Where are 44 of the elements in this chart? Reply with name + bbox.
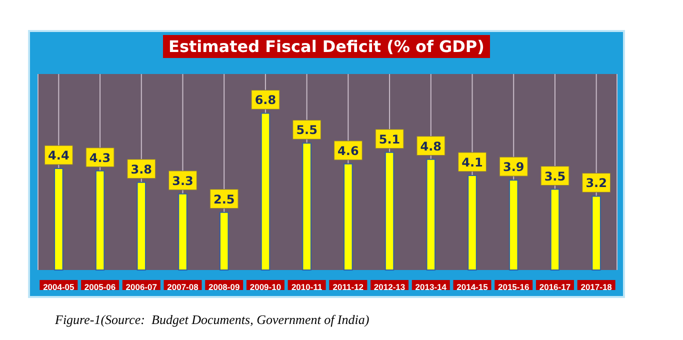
bar (592, 196, 601, 270)
data-label: 3.9 (502, 160, 524, 174)
data-label: 3.8 (130, 162, 152, 176)
bar (95, 170, 105, 270)
data-label: 2.5 (213, 192, 235, 206)
bar (178, 193, 188, 270)
data-label: 5.1 (378, 132, 400, 146)
x-tick-label: 2011-12 (332, 282, 364, 292)
bar (550, 188, 560, 270)
x-tick-label: 2012-13 (374, 282, 406, 292)
bar (260, 112, 270, 270)
bar (54, 168, 64, 270)
bar (219, 212, 229, 270)
x-tick-label: 2007-08 (167, 282, 199, 292)
bar (508, 180, 518, 270)
x-tick-label: 2013-14 (415, 282, 447, 292)
data-label: 3.5 (544, 169, 566, 184)
data-label: 3.3 (172, 174, 194, 188)
x-tick-label: 2016-17 (539, 282, 571, 292)
data-label: 4.3 (89, 150, 111, 165)
data-label: 4.1 (462, 155, 483, 170)
data-label: 4.4 (48, 148, 70, 163)
x-tick-label: 2004-05 (43, 282, 75, 292)
x-tick-label: 2015-16 (498, 282, 530, 292)
bar (302, 142, 312, 270)
x-tick-label: 2010-11 (291, 282, 322, 292)
x-tick-label: 2008-09 (208, 282, 240, 292)
x-tick-label: 2014-15 (456, 282, 488, 292)
bar (426, 158, 436, 270)
data-label: 6.8 (254, 93, 276, 108)
x-tick-label: 2017-18 (580, 282, 612, 292)
chart-title: Estimated Fiscal Deficit (% of GDP) (162, 35, 490, 58)
bar (344, 163, 353, 270)
text: Figure-1(Source: Budget Documents, Government of India) (55, 312, 370, 328)
bar (384, 152, 394, 270)
bar (468, 174, 477, 270)
bar (136, 182, 146, 270)
data-label: 5.5 (296, 123, 318, 138)
x-tick-label: 2006-07 (126, 282, 158, 292)
x-tick-label: 2005-06 (84, 282, 116, 292)
x-tick-label: 2009-10 (250, 282, 282, 292)
data-label: 4.8 (420, 139, 442, 154)
data-label: 4.6 (338, 144, 359, 158)
data-label: 3.2 (586, 176, 607, 190)
